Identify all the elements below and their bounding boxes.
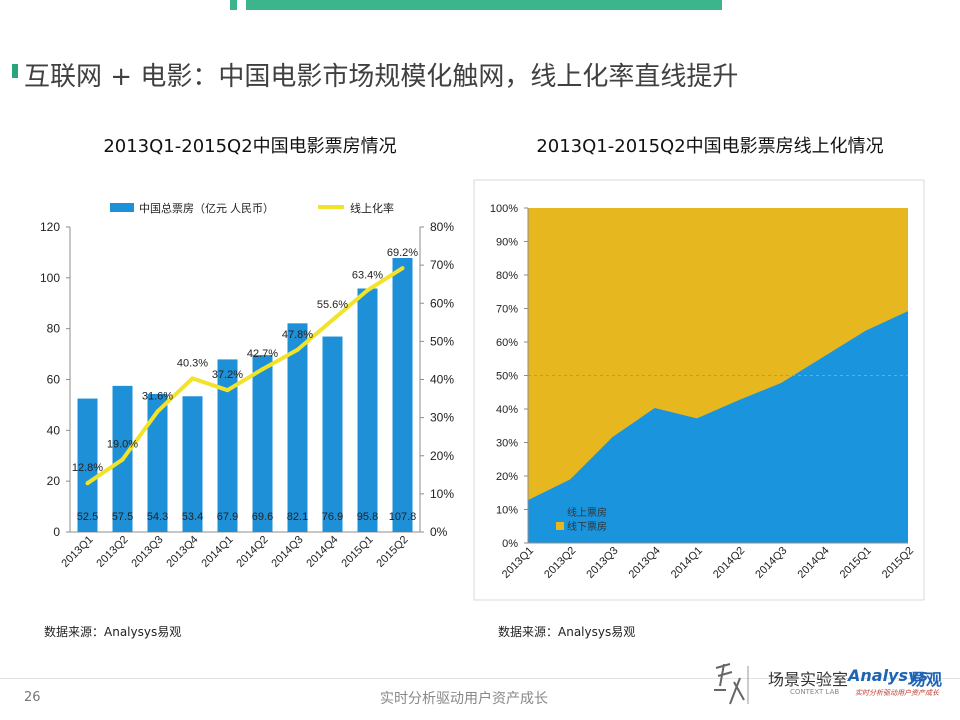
y2-tick-label: 20%: [430, 449, 454, 463]
title-marker: [12, 64, 18, 78]
footer-tagline: 实时分析驱动用户资产成长: [380, 691, 548, 707]
bar-value-label: 107.8: [389, 511, 417, 523]
y-tick-label: 20%: [496, 471, 518, 483]
bar: [322, 336, 343, 532]
y-tick-label: 60: [47, 373, 61, 387]
bar-value-label: 53.4: [182, 511, 203, 523]
legend-swatch-bar: [110, 203, 134, 212]
logo-brand-en: Analysys: [848, 666, 928, 685]
y2-tick-label: 10%: [430, 487, 454, 501]
y2-tick-label: 30%: [430, 411, 454, 425]
bar-value-label: 67.9: [217, 511, 238, 523]
line-value-label: 19.0%: [107, 439, 138, 451]
line-value-label: 40.3%: [177, 357, 208, 369]
bar: [77, 398, 98, 532]
y-tick-label: 0: [53, 525, 60, 539]
legend-label-bar: 中国总票房（亿元 人民币）: [139, 201, 274, 215]
y-tick-label: 10%: [496, 505, 518, 517]
bar-value-label: 54.3: [147, 511, 168, 523]
line-value-label: 31.6%: [142, 391, 173, 403]
line-value-label: 47.8%: [282, 329, 313, 341]
logo-brand-cn: 场景实验室: [768, 670, 849, 689]
y-tick-label: 40%: [496, 404, 518, 416]
line-point: [260, 367, 265, 372]
bar-chart-source: 数据来源：Analysys易观: [44, 625, 182, 639]
area-chart-source: 数据来源：Analysys易观: [498, 625, 636, 639]
y-tick-label: 70%: [496, 304, 518, 316]
bar: [287, 323, 308, 532]
line-point: [155, 409, 160, 414]
bar-value-label: 82.1: [287, 511, 308, 523]
line-point: [190, 376, 195, 381]
line-point: [85, 481, 90, 486]
legend-label-offline: 线下票房: [567, 520, 607, 533]
bar-value-label: 57.5: [112, 511, 133, 523]
y-tick-label: 50%: [496, 371, 518, 383]
line-value-label: 63.4%: [352, 269, 383, 281]
legend-swatch-online: [556, 508, 564, 516]
y2-tick-label: 0%: [430, 525, 448, 539]
line-point: [120, 457, 125, 462]
bar: [392, 258, 413, 532]
online-area: [528, 311, 908, 543]
bar-value-label: 52.5: [77, 511, 98, 523]
y-tick-label: 100: [40, 271, 60, 285]
line-value-label: 69.2%: [387, 247, 418, 259]
line-point: [365, 288, 370, 293]
y-tick-label: 90%: [496, 237, 518, 249]
y-tick-label: 20: [47, 474, 61, 488]
bar: [357, 288, 378, 532]
bar: [252, 355, 273, 532]
logo-brand-cn2: 易观: [910, 670, 943, 689]
line-value-label: 37.2%: [212, 369, 243, 381]
y-tick-label: 100%: [490, 203, 518, 215]
line-point: [400, 266, 405, 271]
line-point: [295, 347, 300, 352]
line-value-label: 55.6%: [317, 299, 348, 311]
top-accent-bar-long: [246, 0, 722, 10]
slide-title: 互联网 + 电影：中国电影市场规模化触网，线上化率直线提升: [24, 62, 739, 92]
y-tick-label: 60%: [496, 337, 518, 349]
bar-value-label: 69.6: [252, 511, 273, 523]
bar-value-label: 76.9: [322, 511, 343, 523]
logo-sub: CONTEXT LAB: [790, 688, 840, 696]
context-lab-logo-icon: [714, 663, 749, 705]
y2-tick-label: 70%: [430, 258, 454, 272]
y2-tick-label: 40%: [430, 373, 454, 387]
online-rate-line: [86, 266, 404, 485]
y2-tick-label: 80%: [430, 220, 454, 234]
line-value-label: 12.8%: [72, 462, 103, 474]
legend-label-online: 线上票房: [567, 506, 607, 519]
page-number: 26: [24, 690, 41, 705]
line-point: [225, 388, 230, 393]
bar-chart-title: 2013Q1-2015Q2中国电影票房情况: [103, 136, 397, 157]
line-value-label: 42.7%: [247, 348, 278, 360]
bar: [182, 396, 203, 532]
y-tick-label: 0%: [502, 538, 518, 550]
y-tick-label: 30%: [496, 438, 518, 450]
legend-label-line: 线上化率: [350, 201, 394, 215]
footer-divider: [0, 678, 960, 679]
bar: [147, 393, 168, 532]
area-chart-title: 2013Q1-2015Q2中国电影票房线上化情况: [536, 136, 884, 157]
y-tick-label: 80%: [496, 270, 518, 282]
y2-tick-label: 60%: [430, 296, 454, 310]
y-tick-label: 40: [47, 423, 61, 437]
y-tick-label: 80: [47, 322, 61, 336]
y-tick-label: 120: [40, 220, 60, 234]
line-point: [330, 318, 335, 323]
bar-value-label: 95.8: [357, 511, 378, 523]
bar: [217, 359, 238, 532]
top-accent-bar-short: [230, 0, 237, 10]
logo-slogan: 实时分析驱动用户资产成长: [855, 689, 939, 697]
y2-tick-label: 50%: [430, 334, 454, 348]
legend-swatch-offline: [556, 522, 564, 530]
